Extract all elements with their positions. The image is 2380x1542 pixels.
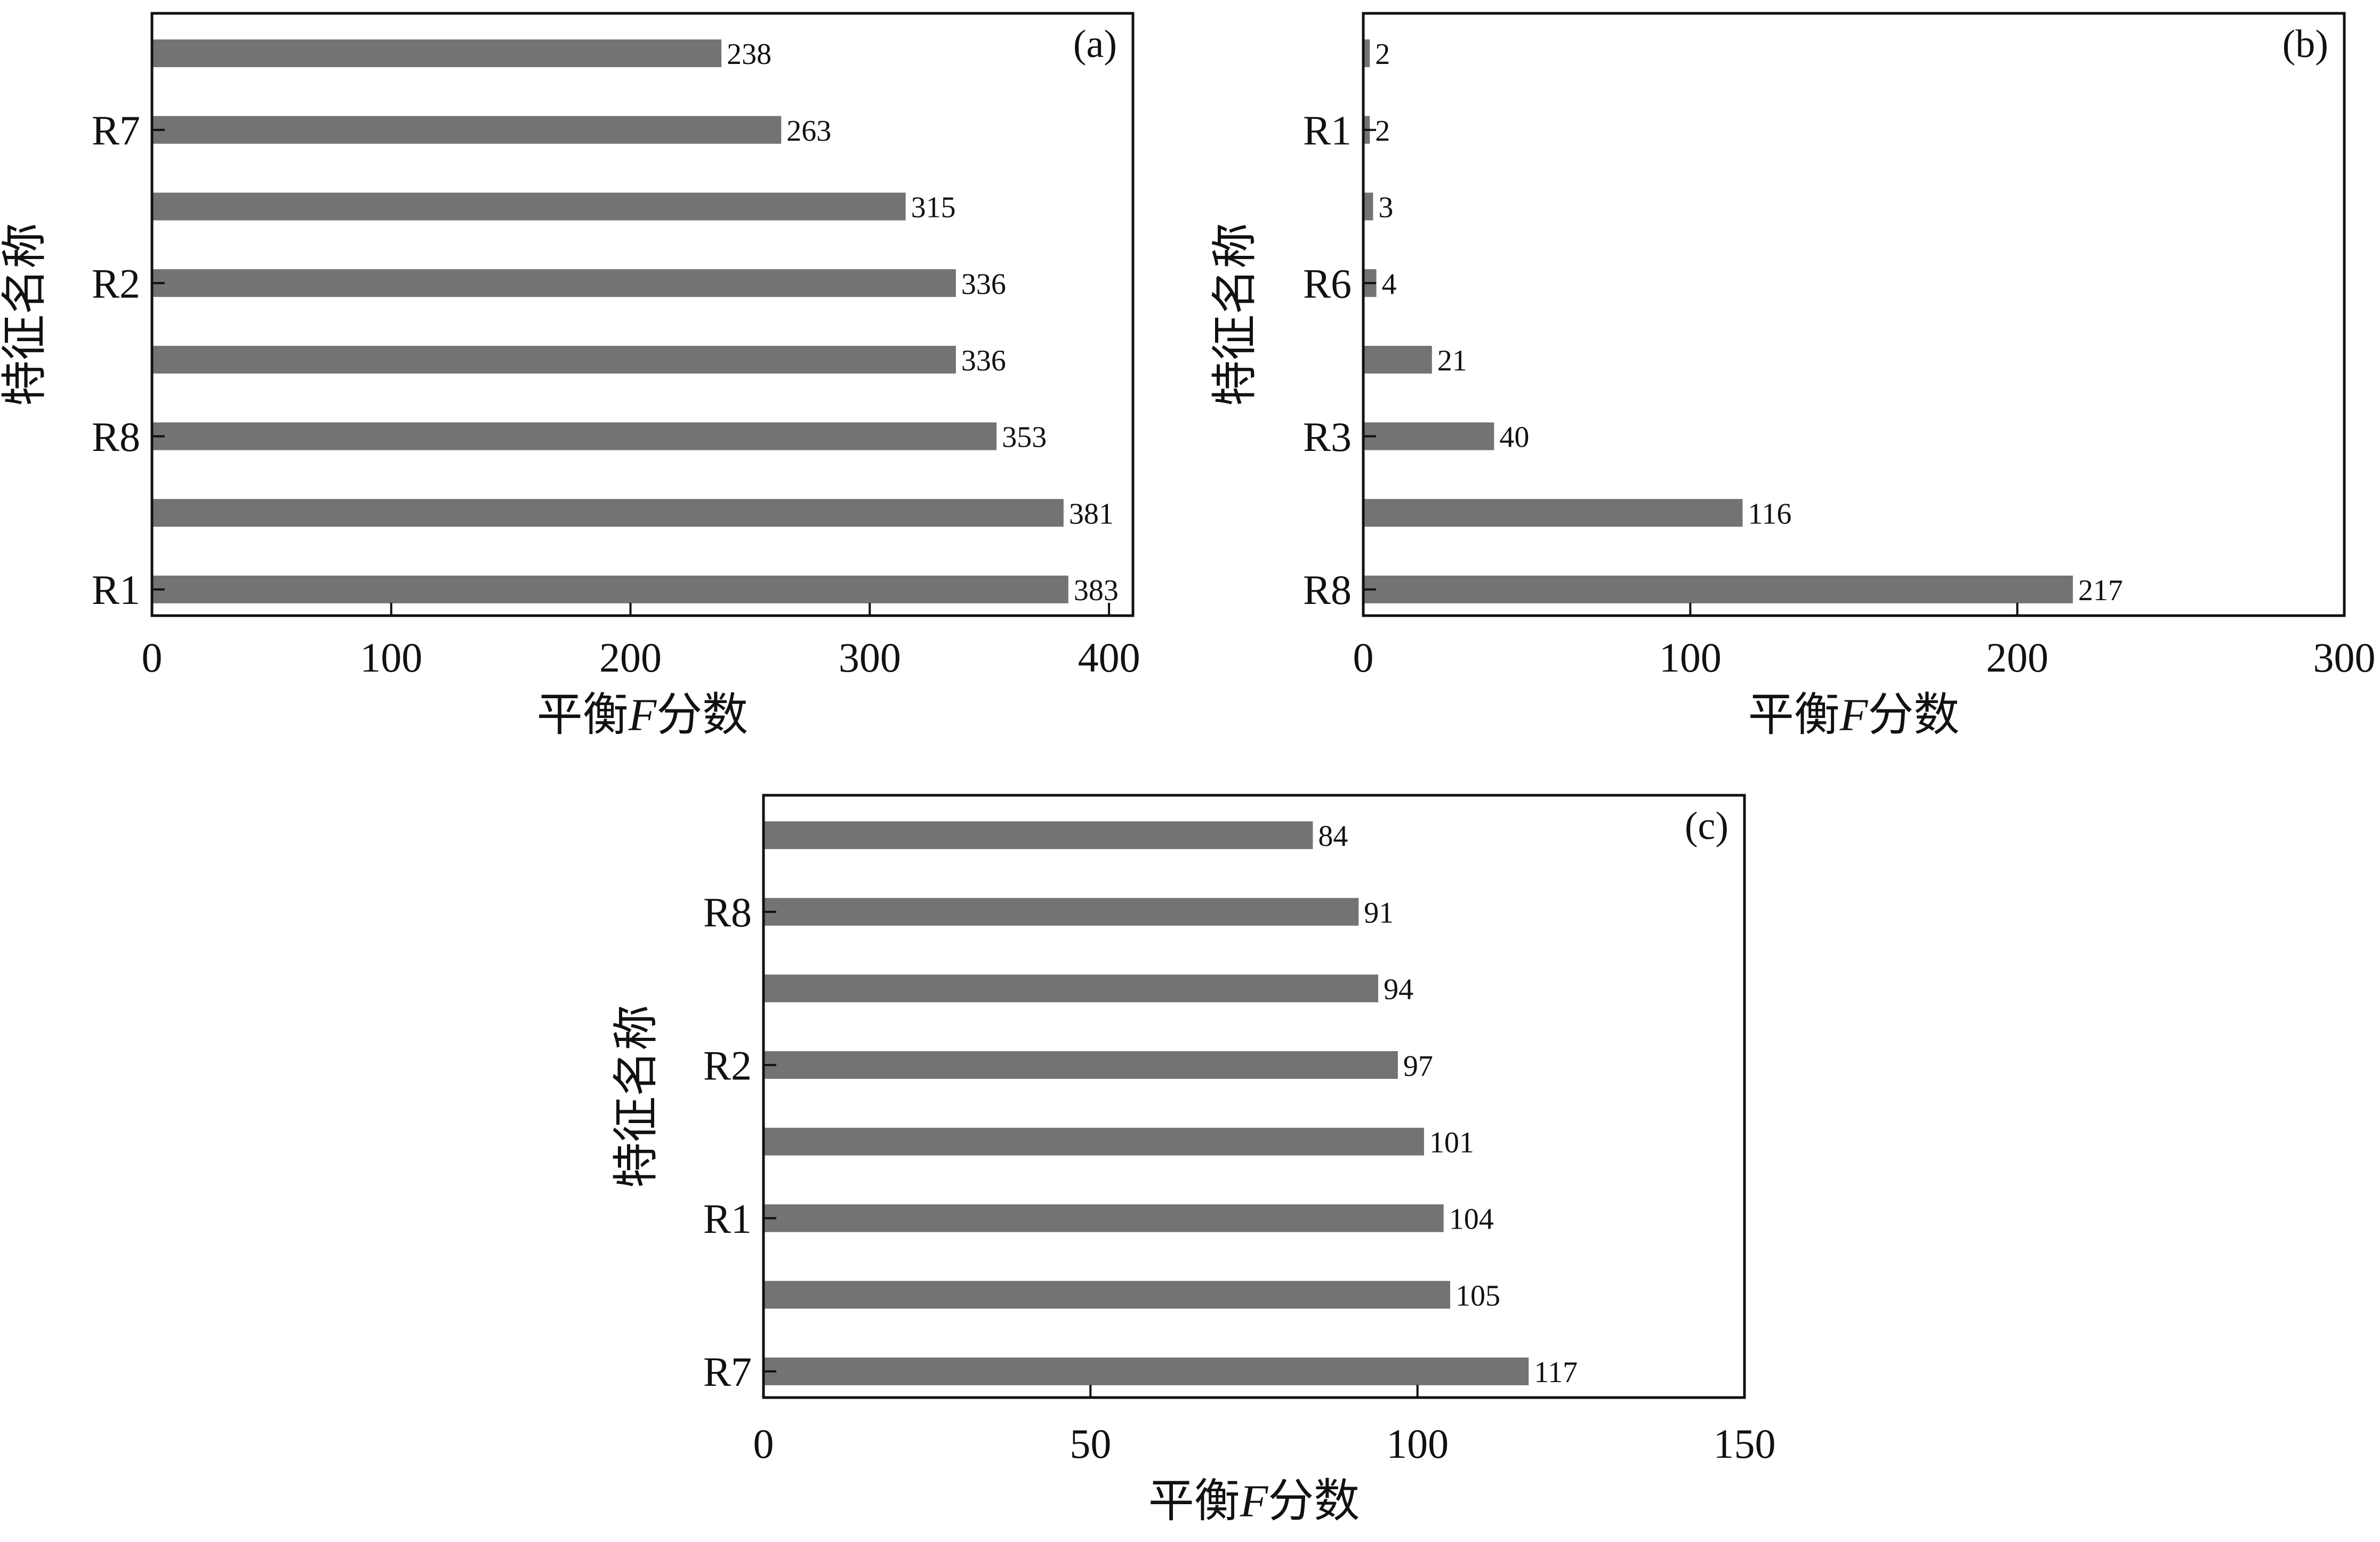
chart-panel-2: 2 2 3 4 21 40 116 217 R1 R6 R3 R80 100 200 300 (b) 平衡F分数… <box>1208 12 2376 741</box>
x-tick-label: 300 <box>839 634 901 681</box>
y-tick-label: R1 <box>703 1196 752 1242</box>
bar-value-label: 40 <box>1499 421 1529 454</box>
x-tick-label: 100 <box>360 634 422 681</box>
bar <box>1363 345 1432 374</box>
bar-value-label: 101 <box>1429 1126 1474 1159</box>
bar-value-label: 2 <box>1375 38 1390 71</box>
bar-value-label: 315 <box>911 191 956 224</box>
y-tick-label: R8 <box>92 414 140 460</box>
bar-value-label: 3 <box>1378 191 1393 224</box>
bar <box>763 821 1313 849</box>
y-axis-label: 特征名称 <box>1208 223 1261 406</box>
chart-panel-3: 84 91 94 97 101 104 105 117 R8 R2 R1 R70 50 100 150 (c)… <box>609 794 1776 1528</box>
bar-value-label: 105 <box>1456 1279 1500 1312</box>
plot-frame <box>150 12 1135 617</box>
x-tick-label: 0 <box>753 1420 774 1467</box>
bar <box>763 1127 1424 1156</box>
panel-label: (c) <box>1685 804 1728 848</box>
panel-label: (b) <box>2282 22 2328 66</box>
x-axis-label: 平衡F分数 <box>537 688 749 741</box>
bar <box>152 422 997 450</box>
bar <box>763 1357 1529 1385</box>
y-axis-label: 特征名称 <box>609 1005 663 1188</box>
bar-value-label: 336 <box>961 344 1006 377</box>
bar-value-label: 91 <box>1364 897 1394 930</box>
bar <box>1363 499 1743 527</box>
y-tick-label: R8 <box>1303 567 1352 613</box>
x-axis-label: 平衡F分数 <box>1748 688 1960 741</box>
bar <box>152 269 956 297</box>
bar-value-label: 21 <box>1437 344 1467 377</box>
bar <box>1363 422 1494 450</box>
bar <box>152 345 956 374</box>
bar-value-label: 383 <box>1074 574 1119 607</box>
y-tick-label: R7 <box>703 1349 752 1395</box>
y-tick-label: R2 <box>703 1042 752 1088</box>
bar-value-label: 104 <box>1449 1203 1494 1236</box>
bar-value-label: 116 <box>1748 497 1791 530</box>
x-tick-label: 100 <box>1659 634 1722 681</box>
x-tick-label: 0 <box>142 634 163 681</box>
bar <box>152 116 782 144</box>
y-axis-label: 特征名称 <box>0 223 51 406</box>
bar-value-label: 238 <box>727 38 771 71</box>
bar <box>1363 39 1370 67</box>
bar <box>152 39 722 67</box>
y-tick-label: R3 <box>1303 414 1352 460</box>
y-tick-label: R7 <box>92 107 140 154</box>
bar <box>1363 575 2073 603</box>
x-tick-label: 400 <box>1078 634 1140 681</box>
y-tick-label: R2 <box>92 260 140 306</box>
y-tick-label: R1 <box>1303 107 1352 154</box>
bar-value-label: 94 <box>1384 973 1413 1006</box>
x-tick-label: 200 <box>1986 634 2048 681</box>
bar <box>763 1281 1450 1309</box>
x-tick-label: 150 <box>1714 1420 1776 1467</box>
bar-value-label: 117 <box>1534 1356 1578 1389</box>
bar-value-label: 353 <box>1002 421 1047 454</box>
bar-value-label: 84 <box>1318 820 1348 853</box>
bar <box>1363 192 1373 221</box>
bar <box>152 499 1064 527</box>
bar-value-label: 2 <box>1375 115 1390 148</box>
y-tick-label: R1 <box>92 567 140 613</box>
plot-frame <box>1362 12 2346 617</box>
x-tick-label: 50 <box>1070 1420 1111 1467</box>
bar-value-label: 263 <box>786 115 831 148</box>
y-tick-label: R6 <box>1303 260 1352 306</box>
bar <box>152 575 1068 603</box>
bar <box>763 974 1379 1003</box>
bar <box>152 192 906 221</box>
bar <box>763 1204 1444 1232</box>
bar-value-label: 217 <box>2078 574 2123 607</box>
bar-value-label: 97 <box>1403 1049 1433 1083</box>
chart-panel-1: 238 263 315 336 336 353 381 383 R7 R2 R8 R10 100 200 3… <box>0 12 1140 741</box>
x-tick-label: 200 <box>599 634 662 681</box>
bar <box>763 1051 1398 1079</box>
x-tick-label: 0 <box>1353 634 1374 681</box>
bar-value-label: 4 <box>1382 268 1397 301</box>
bar <box>763 898 1359 926</box>
bar-value-label: 381 <box>1069 497 1114 530</box>
x-tick-label: 300 <box>2313 634 2376 681</box>
y-tick-label: R8 <box>703 889 752 935</box>
bar-value-label: 336 <box>961 268 1006 301</box>
plot-frame <box>762 794 1746 1399</box>
panel-label: (a) <box>1073 22 1117 66</box>
x-tick-label: 100 <box>1386 1420 1449 1467</box>
x-axis-label: 平衡F分数 <box>1148 1474 1360 1528</box>
